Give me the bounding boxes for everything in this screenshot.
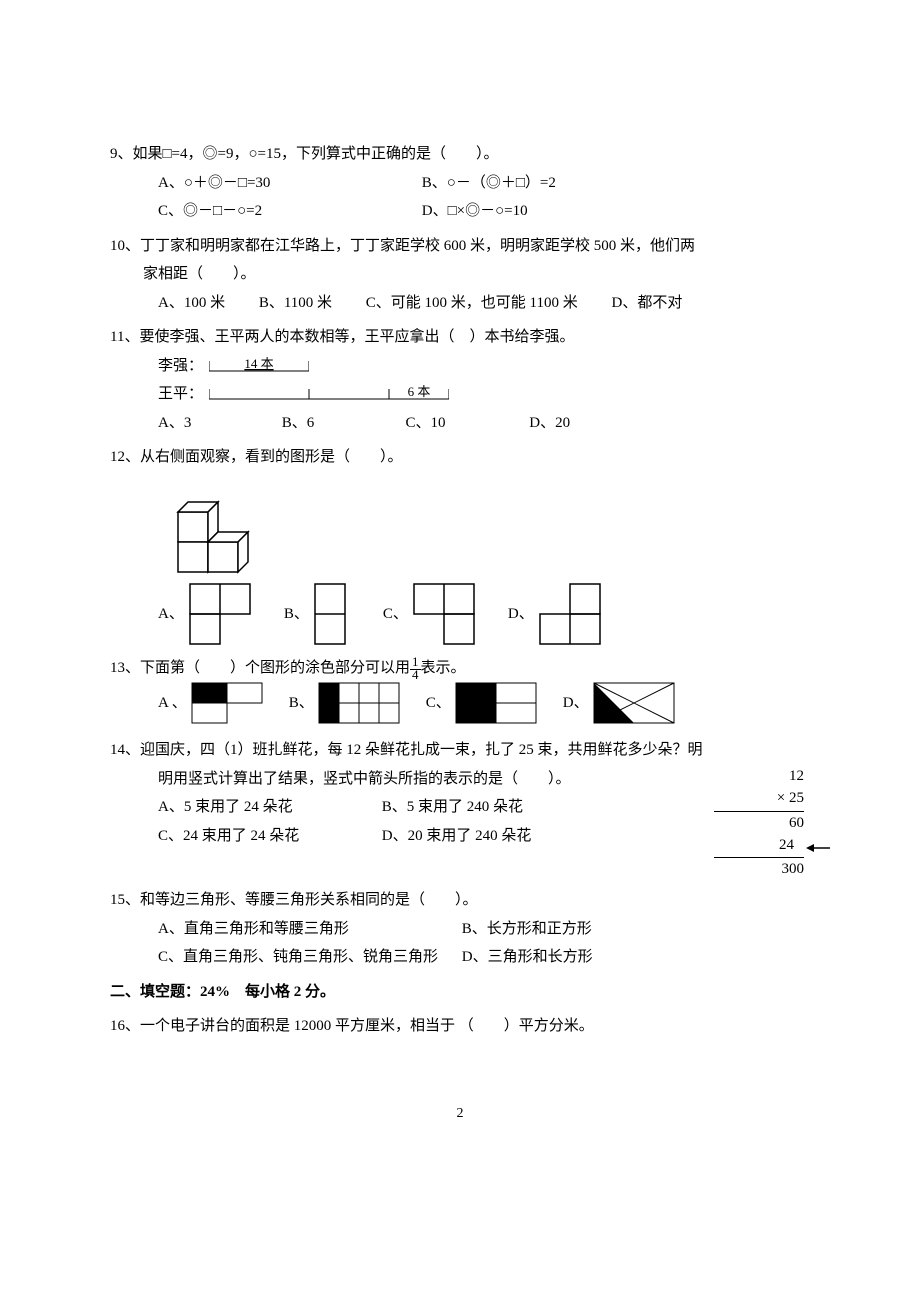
q12C-icon	[412, 582, 478, 648]
q11-wangping-val: 6 本	[408, 385, 431, 399]
frac-d: 4	[410, 667, 421, 682]
q10-optD: D、都不对	[612, 289, 683, 318]
q13-labA: A 、	[158, 689, 187, 718]
q14-optA: A、5 束用了 24 朵花	[158, 793, 378, 822]
q11-optD: D、20	[529, 409, 570, 438]
q14-optC: C、24 束用了 24 朵花	[158, 822, 378, 851]
q12-labC: C、	[383, 600, 408, 629]
q13C-icon	[455, 682, 537, 724]
q13-labD: D、	[563, 689, 589, 718]
q12-stem: 12、从右侧面观察，看到的图形是（ ）。	[110, 443, 810, 472]
arrow-left-icon	[806, 836, 830, 859]
q10-stem1: 10、丁丁家和明明家都在江华路上，丁丁家距学校 600 米，明明家距学校 500…	[110, 232, 810, 261]
q10-optA: A、100 米	[158, 289, 225, 318]
q9-optA: A、○＋◎－□=30	[158, 169, 378, 198]
q12-optD: D、	[508, 582, 604, 648]
q11-optB: B、6	[282, 409, 362, 438]
q11-optC: C、10	[406, 409, 486, 438]
q15-optD: D、三角形和长方形	[462, 949, 593, 965]
q15-row1: A、直角三角形和等腰三角形 B、长方形和正方形	[110, 915, 810, 944]
q11-liqiang-val: 14 本	[244, 357, 273, 371]
cubes-3d-icon	[158, 472, 268, 582]
q10-stem2: 家相距（ ）。	[110, 260, 810, 289]
q14: 14、迎国庆，四（1）班扎鲜花，每 12 朵鲜花扎成一束，扎了 25 束，共用鲜…	[110, 736, 810, 880]
q11-opts: A、3 B、6 C、10 D、20	[110, 409, 810, 438]
q12B-icon	[313, 582, 353, 648]
q12-optA: A、	[158, 582, 254, 648]
q15-stem: 15、和等边三角形、等腰三角形关系相同的是（ ）。	[110, 886, 810, 915]
q12D-icon	[538, 582, 604, 648]
q10-opts: A、100 米 B、1100 米 C、可能 100 米，也可能 1100 米 D…	[110, 289, 810, 318]
q9-stem: 9、如果□=4，◎=9，○=15，下列算式中正确的是（ ）。	[110, 140, 810, 169]
q15-optB: B、长方形和正方形	[462, 921, 592, 937]
q13D-icon	[593, 682, 675, 724]
mult-res: 300	[714, 858, 804, 881]
q9-row2: C、◎－□－○=2 D、□×◎－○=10	[110, 197, 810, 226]
q11-liqiang: 李强： 14 本	[110, 352, 810, 381]
q15-optC: C、直角三角形、钝角三角形、锐角三角形	[158, 943, 458, 972]
q13A-icon	[191, 682, 263, 724]
bar-liqiang-icon: 14 本	[209, 357, 309, 375]
mult-p2-row: 24	[714, 834, 804, 858]
q13-stem-pre: 13、下面第（ ）个图形的涂色部分可以用	[110, 660, 410, 676]
q9: 9、如果□=4，◎=9，○=15，下列算式中正确的是（ ）。 A、○＋◎－□=3…	[110, 140, 810, 226]
q12-labA: A、	[158, 600, 184, 629]
q13-stem: 13、下面第（ ）个图形的涂色部分可以用14表示。	[110, 654, 810, 683]
fraction-1-4: 14	[410, 655, 421, 681]
q14-optD: D、20 束用了 240 朵花	[382, 828, 532, 844]
q15-row2: C、直角三角形、钝角三角形、锐角三角形 D、三角形和长方形	[110, 943, 810, 972]
q12-labB: B、	[284, 600, 309, 629]
q11-liqiang-label: 李强：	[158, 352, 203, 381]
mult-a: 12	[714, 765, 804, 788]
q11: 11、要使李强、王平两人的本数相等，王平应拿出（ ）本书给李强。 李强： 14 …	[110, 323, 810, 437]
q9-optD: D、□×◎－○=10	[422, 197, 528, 226]
vertical-multiplication: 12 × 25 60 24 300	[714, 765, 810, 881]
q11-optA: A、3	[158, 409, 238, 438]
section2-title: 二、填空题：24% 每小格 2 分。	[110, 984, 335, 1000]
q11-stem: 11、要使李强、王平两人的本数相等，王平应拿出（ ）本书给李强。	[110, 323, 810, 352]
q13B-icon	[318, 682, 400, 724]
mult-p2: 24	[779, 837, 804, 853]
q12-labD: D、	[508, 600, 534, 629]
q13-optB: B、	[289, 682, 400, 724]
q9-row1: A、○＋◎－□=30 B、○－（◎＋□）=2	[110, 169, 810, 198]
q15-optA: A、直角三角形和等腰三角形	[158, 915, 458, 944]
section2-head: 二、填空题：24% 每小格 2 分。	[110, 978, 810, 1007]
q13-labB: B、	[289, 689, 314, 718]
q13-optC: C、	[426, 682, 537, 724]
q9-optC: C、◎－□－○=2	[158, 197, 378, 226]
q13: 13、下面第（ ）个图形的涂色部分可以用14表示。 A 、 B、	[110, 654, 810, 725]
q13-opts: A 、 B、 C、	[110, 682, 810, 724]
mult-b: × 25	[714, 787, 804, 812]
q14-optB: B、5 束用了 240 朵花	[382, 799, 523, 815]
q16: 16、一个电子讲台的面积是 12000 平方厘米，相当于 （ ）平方分米。	[110, 1012, 810, 1041]
q12: 12、从右侧面观察，看到的图形是（ ）。 A、	[110, 443, 810, 648]
q13-labC: C、	[426, 689, 451, 718]
mult-p1: 60	[714, 812, 804, 835]
q11-wangping: 王平： 6 本	[110, 380, 810, 409]
q13-optA: A 、	[158, 682, 263, 724]
q10-optC: C、可能 100 米，也可能 1100 米	[366, 289, 578, 318]
q11-wangping-label: 王平：	[158, 380, 203, 409]
q13-optD: D、	[563, 682, 675, 724]
q14-row2: C、24 束用了 24 朵花 D、20 束用了 240 朵花	[110, 822, 714, 851]
q12-opts: A、 B、 C、 D、	[110, 582, 810, 648]
page-number: 2	[110, 1101, 810, 1128]
q9-optB: B、○－（◎＋□）=2	[422, 169, 556, 198]
q15: 15、和等边三角形、等腰三角形关系相同的是（ ）。 A、直角三角形和等腰三角形 …	[110, 886, 810, 972]
bar-wangping-icon: 6 本	[209, 385, 449, 403]
q14-stem2: 明用竖式计算出了结果，竖式中箭头所指的表示的是（ ）。	[110, 765, 714, 794]
q14-row1: A、5 束用了 24 朵花 B、5 束用了 240 朵花	[110, 793, 714, 822]
q12-optC: C、	[383, 582, 478, 648]
q14-stem1: 14、迎国庆，四（1）班扎鲜花，每 12 朵鲜花扎成一束，扎了 25 束，共用鲜…	[110, 736, 810, 765]
q12-optB: B、	[284, 582, 353, 648]
q10: 10、丁丁家和明明家都在江华路上，丁丁家距学校 600 米，明明家距学校 500…	[110, 232, 810, 318]
q12A-icon	[188, 582, 254, 648]
q12-figure	[110, 472, 810, 582]
q10-optB: B、1100 米	[259, 289, 332, 318]
q13-stem-post: 表示。	[421, 660, 466, 676]
